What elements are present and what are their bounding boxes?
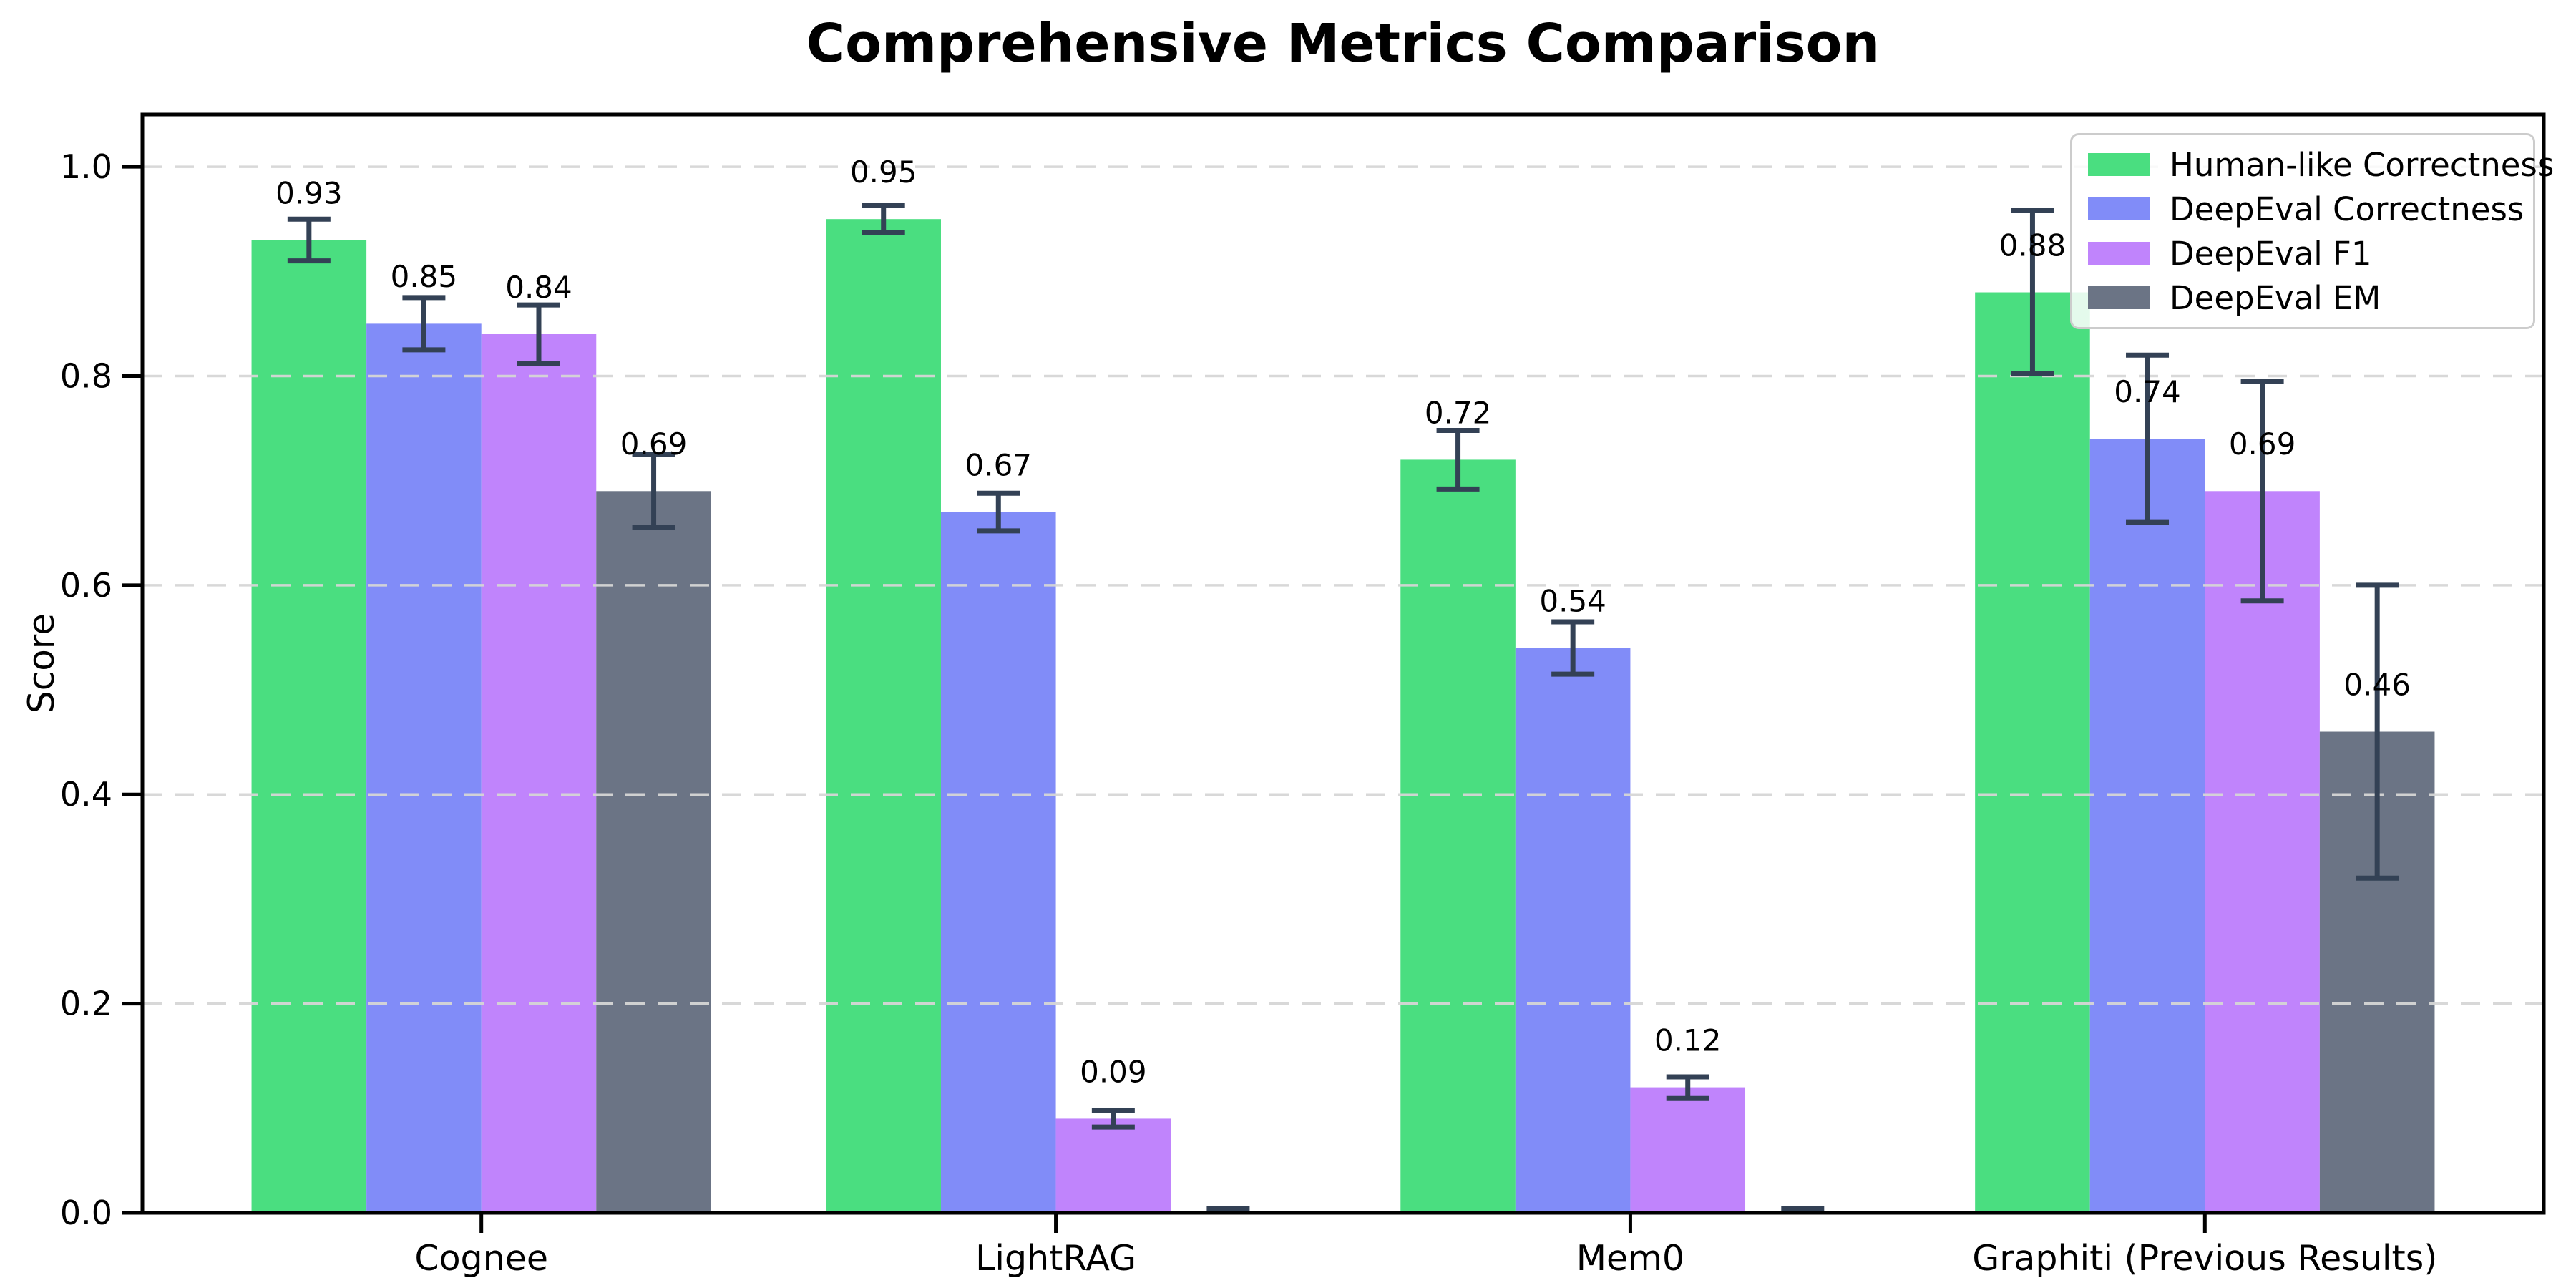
bar bbox=[1975, 292, 2090, 1213]
bar bbox=[1400, 459, 1516, 1213]
value-label: 0.09 bbox=[1080, 1054, 1147, 1089]
bar bbox=[940, 512, 1056, 1213]
y-tick-label: 0.4 bbox=[60, 775, 112, 814]
chart-title: Comprehensive Metrics Comparison bbox=[806, 13, 1880, 74]
bar bbox=[251, 240, 367, 1213]
y-tick-label: 0.2 bbox=[60, 985, 112, 1023]
value-label: 0.46 bbox=[2343, 667, 2411, 702]
legend-label: DeepEval EM bbox=[2170, 278, 2381, 317]
bar bbox=[1630, 1087, 1746, 1213]
value-label: 0.67 bbox=[965, 447, 1033, 482]
legend-swatch bbox=[2088, 242, 2150, 265]
value-label: 0.95 bbox=[850, 155, 917, 190]
value-label: 0.69 bbox=[2229, 426, 2296, 462]
bar bbox=[366, 323, 482, 1213]
bar bbox=[2089, 439, 2205, 1214]
value-label: 0.85 bbox=[391, 259, 458, 294]
x-tick-label: LightRAG bbox=[975, 1238, 1136, 1279]
value-label: 0.54 bbox=[1539, 583, 1606, 618]
x-tick-label: Mem0 bbox=[1576, 1238, 1684, 1279]
value-label: 0.12 bbox=[1654, 1023, 1722, 1058]
y-tick-label: 0.8 bbox=[60, 356, 112, 395]
value-label: 0.72 bbox=[1425, 395, 1492, 430]
legend-label: DeepEval Correctness bbox=[2170, 190, 2524, 228]
y-tick-label: 1.0 bbox=[60, 147, 112, 186]
legend-swatch bbox=[2088, 153, 2150, 176]
value-label: 0.88 bbox=[1999, 228, 2067, 263]
x-tick-label: Graphiti (Previous Results) bbox=[1972, 1238, 2437, 1279]
bar bbox=[826, 219, 941, 1214]
legend-label: DeepEval F1 bbox=[2170, 234, 2372, 273]
legend-item: Human-like Correctness bbox=[2072, 142, 2554, 187]
legend: Human-like Correctness DeepEval Correctne… bbox=[2070, 133, 2554, 329]
legend-swatch bbox=[2088, 197, 2150, 220]
legend-label: Human-like Correctness bbox=[2170, 145, 2555, 184]
value-label: 0.69 bbox=[620, 426, 688, 462]
legend-item: DeepEval F1 bbox=[2072, 231, 2533, 275]
y-axis-label: Score bbox=[21, 613, 62, 714]
legend-swatch bbox=[2088, 286, 2150, 309]
legend-item: DeepEval Correctness bbox=[2072, 187, 2533, 231]
error-bars bbox=[287, 203, 2399, 1213]
bar bbox=[596, 491, 711, 1213]
legend-item: DeepEval EM bbox=[2072, 275, 2533, 320]
bar bbox=[1515, 648, 1631, 1213]
value-label: 0.93 bbox=[275, 175, 343, 210]
plot-border bbox=[140, 112, 2546, 1215]
y-tick-label: 0.0 bbox=[60, 1194, 112, 1232]
x-tick-label: Cognee bbox=[414, 1238, 548, 1279]
bar bbox=[481, 334, 597, 1213]
bar bbox=[2205, 491, 2320, 1213]
bar bbox=[1055, 1118, 1171, 1213]
value-label: 0.84 bbox=[505, 270, 572, 305]
value-label: 0.74 bbox=[2114, 374, 2181, 409]
y-tick-label: 0.6 bbox=[60, 566, 112, 605]
